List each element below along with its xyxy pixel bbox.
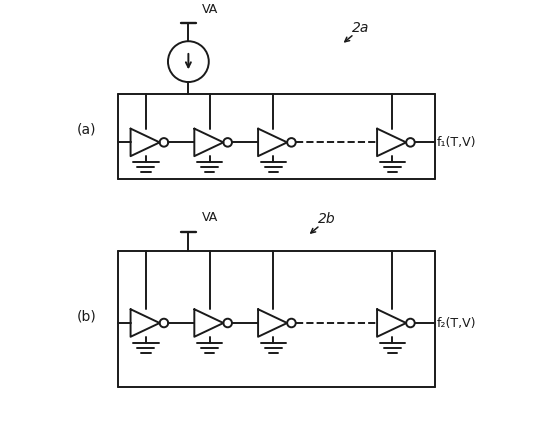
- Text: (a): (a): [77, 123, 96, 136]
- Text: 2b: 2b: [318, 212, 336, 226]
- Text: VA: VA: [202, 211, 218, 224]
- Text: VA: VA: [202, 3, 218, 16]
- Text: f₂(T,V): f₂(T,V): [437, 317, 477, 329]
- Text: 2a: 2a: [352, 21, 369, 34]
- Text: (b): (b): [77, 310, 96, 323]
- Text: f₁(T,V): f₁(T,V): [437, 136, 477, 149]
